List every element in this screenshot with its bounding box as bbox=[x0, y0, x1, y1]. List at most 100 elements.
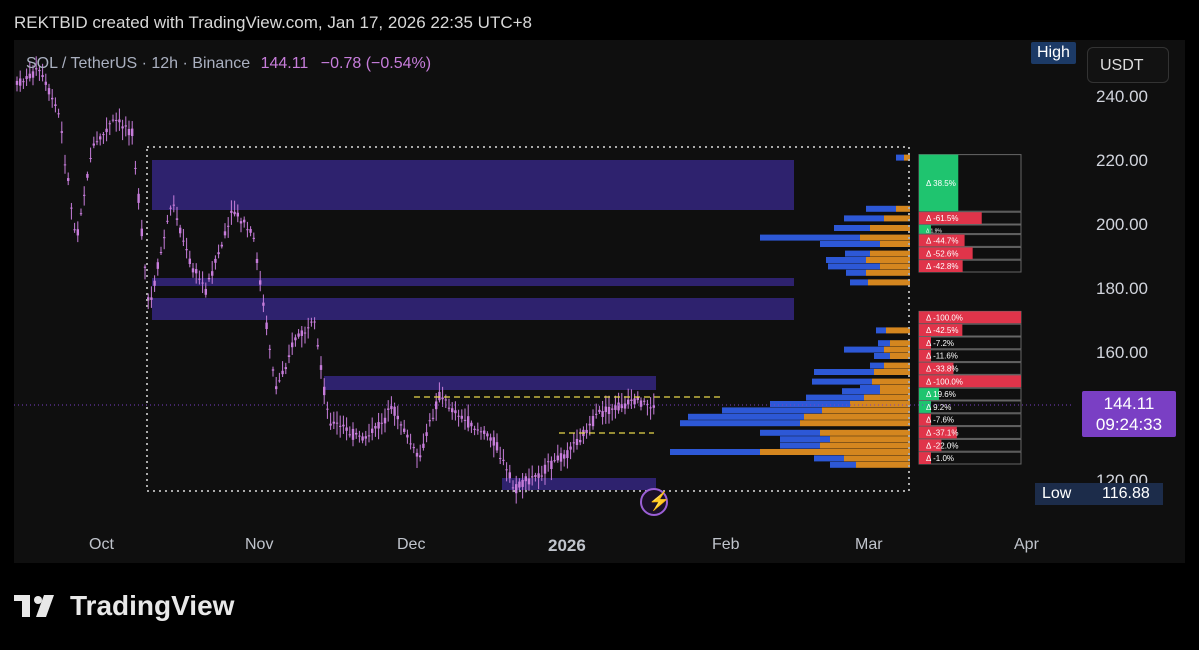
candle-body bbox=[460, 415, 463, 419]
candle-body bbox=[553, 460, 556, 462]
candle-body bbox=[63, 164, 67, 166]
delta-label: Δ -22.0% bbox=[926, 441, 958, 450]
delta-label: Δ -44.7% bbox=[926, 237, 958, 246]
last-price-value: 144.11 bbox=[1103, 394, 1155, 413]
candle-body bbox=[380, 422, 383, 424]
buy-volume-bar bbox=[896, 154, 904, 161]
candle-body bbox=[255, 258, 259, 263]
buy-volume-bar bbox=[842, 388, 880, 395]
alert-lightning-button[interactable]: ⚡ bbox=[640, 488, 670, 516]
low-label: Low bbox=[1042, 485, 1072, 502]
candle-body bbox=[441, 397, 444, 400]
candle-body bbox=[214, 258, 217, 263]
high-badge: High bbox=[1031, 42, 1076, 64]
candle-body bbox=[131, 128, 134, 137]
candle-body bbox=[207, 277, 211, 280]
candle-body bbox=[153, 280, 156, 286]
candle-body bbox=[489, 437, 492, 441]
candle-body bbox=[147, 297, 150, 301]
candle-body bbox=[105, 128, 108, 133]
delta-label: Δ -100.0% bbox=[926, 377, 963, 386]
candle-body bbox=[156, 262, 159, 269]
candle-body bbox=[278, 380, 281, 382]
candle-body bbox=[268, 348, 271, 350]
candle-body bbox=[57, 113, 60, 115]
delta-label: Δ -7.2% bbox=[926, 339, 954, 348]
candle-body bbox=[332, 421, 335, 424]
delta-fill bbox=[919, 439, 942, 452]
delta-fill bbox=[919, 362, 954, 375]
candle-body bbox=[412, 447, 415, 449]
candle-body bbox=[60, 131, 63, 133]
price-chart-svg[interactable]: Δ 38.5% Δ -61.5% Δ 1.9% Δ -44.7% Δ -52.6% Δ -… bbox=[14, 40, 1185, 563]
delta-label: Δ 19.6% bbox=[926, 390, 956, 399]
currency-selector[interactable]: USDT bbox=[1087, 47, 1169, 83]
candle-body bbox=[300, 330, 303, 336]
candle-body bbox=[246, 229, 249, 231]
buy-volume-bar bbox=[834, 225, 870, 231]
symbol-legend[interactable]: SOL / TetherUS · 12h · Binance 144.11 −0… bbox=[26, 55, 431, 73]
candle-body bbox=[627, 399, 630, 405]
last-price-label: 144.11 09:24:33 bbox=[1082, 391, 1176, 437]
delta-label: Δ -42.8% bbox=[926, 262, 958, 271]
candle-body bbox=[143, 266, 147, 268]
buy-volume-bar bbox=[846, 269, 866, 276]
candle-body bbox=[291, 342, 294, 348]
candle-body bbox=[185, 249, 188, 251]
delta-fill bbox=[919, 337, 931, 349]
buy-volume-bar bbox=[870, 362, 884, 369]
sell-volume-bar bbox=[872, 378, 910, 385]
candle-body bbox=[307, 327, 310, 329]
candle-body bbox=[163, 237, 166, 239]
candle-body bbox=[515, 484, 518, 494]
delta-fill bbox=[919, 375, 1021, 388]
candle-body bbox=[252, 237, 255, 239]
candlestick-series bbox=[15, 56, 655, 504]
candle-body bbox=[527, 478, 531, 485]
candle-body bbox=[25, 76, 28, 80]
candle-body bbox=[140, 228, 143, 237]
candle-body bbox=[419, 455, 422, 458]
candle-body bbox=[233, 211, 236, 215]
candle-body bbox=[633, 398, 636, 405]
candle-body bbox=[137, 193, 140, 203]
candle-body bbox=[89, 157, 92, 159]
buy-volume-bar bbox=[814, 455, 844, 462]
candle-body bbox=[511, 487, 515, 489]
chart-attribution: REKTBID created with TradingView.com, Ja… bbox=[14, 13, 532, 32]
candle-body bbox=[383, 417, 387, 424]
volume-profile bbox=[670, 154, 910, 468]
candle-body bbox=[572, 442, 575, 444]
chart-pane[interactable]: Δ 38.5% Δ -61.5% Δ 1.9% Δ -44.7% Δ -52.6% Δ -… bbox=[14, 40, 1185, 563]
candle-body bbox=[601, 411, 604, 417]
candle-body bbox=[294, 337, 297, 341]
imbalance-zone bbox=[152, 298, 794, 320]
sell-volume-bar bbox=[884, 362, 910, 369]
candle-body bbox=[399, 424, 403, 426]
candle-body bbox=[534, 475, 537, 477]
bar-countdown: 09:24:33 bbox=[1095, 415, 1163, 434]
candle-body bbox=[428, 420, 431, 422]
candle-body bbox=[652, 405, 655, 408]
buy-volume-bar bbox=[828, 263, 880, 270]
candle-body bbox=[620, 404, 623, 409]
candle-body bbox=[342, 424, 345, 427]
candle-body bbox=[566, 450, 569, 459]
candle-body bbox=[595, 413, 598, 415]
delta-fill bbox=[919, 452, 931, 464]
sell-volume-bar bbox=[820, 442, 910, 449]
sell-volume-bar bbox=[864, 394, 910, 401]
candle-body bbox=[393, 406, 396, 416]
candle-body bbox=[364, 436, 367, 439]
candle-body bbox=[387, 408, 390, 410]
sell-volume-bar bbox=[890, 340, 910, 347]
candle-body bbox=[636, 396, 639, 401]
sell-volume-bar bbox=[820, 429, 910, 436]
time-tick: Feb bbox=[712, 536, 740, 553]
candle-body bbox=[169, 207, 172, 209]
candle-body bbox=[508, 472, 511, 479]
time-tick: 2026 bbox=[548, 536, 586, 555]
delta-fill bbox=[919, 388, 939, 400]
symbol-price: 144.11 bbox=[260, 55, 309, 72]
sell-volume-bar bbox=[800, 420, 910, 427]
